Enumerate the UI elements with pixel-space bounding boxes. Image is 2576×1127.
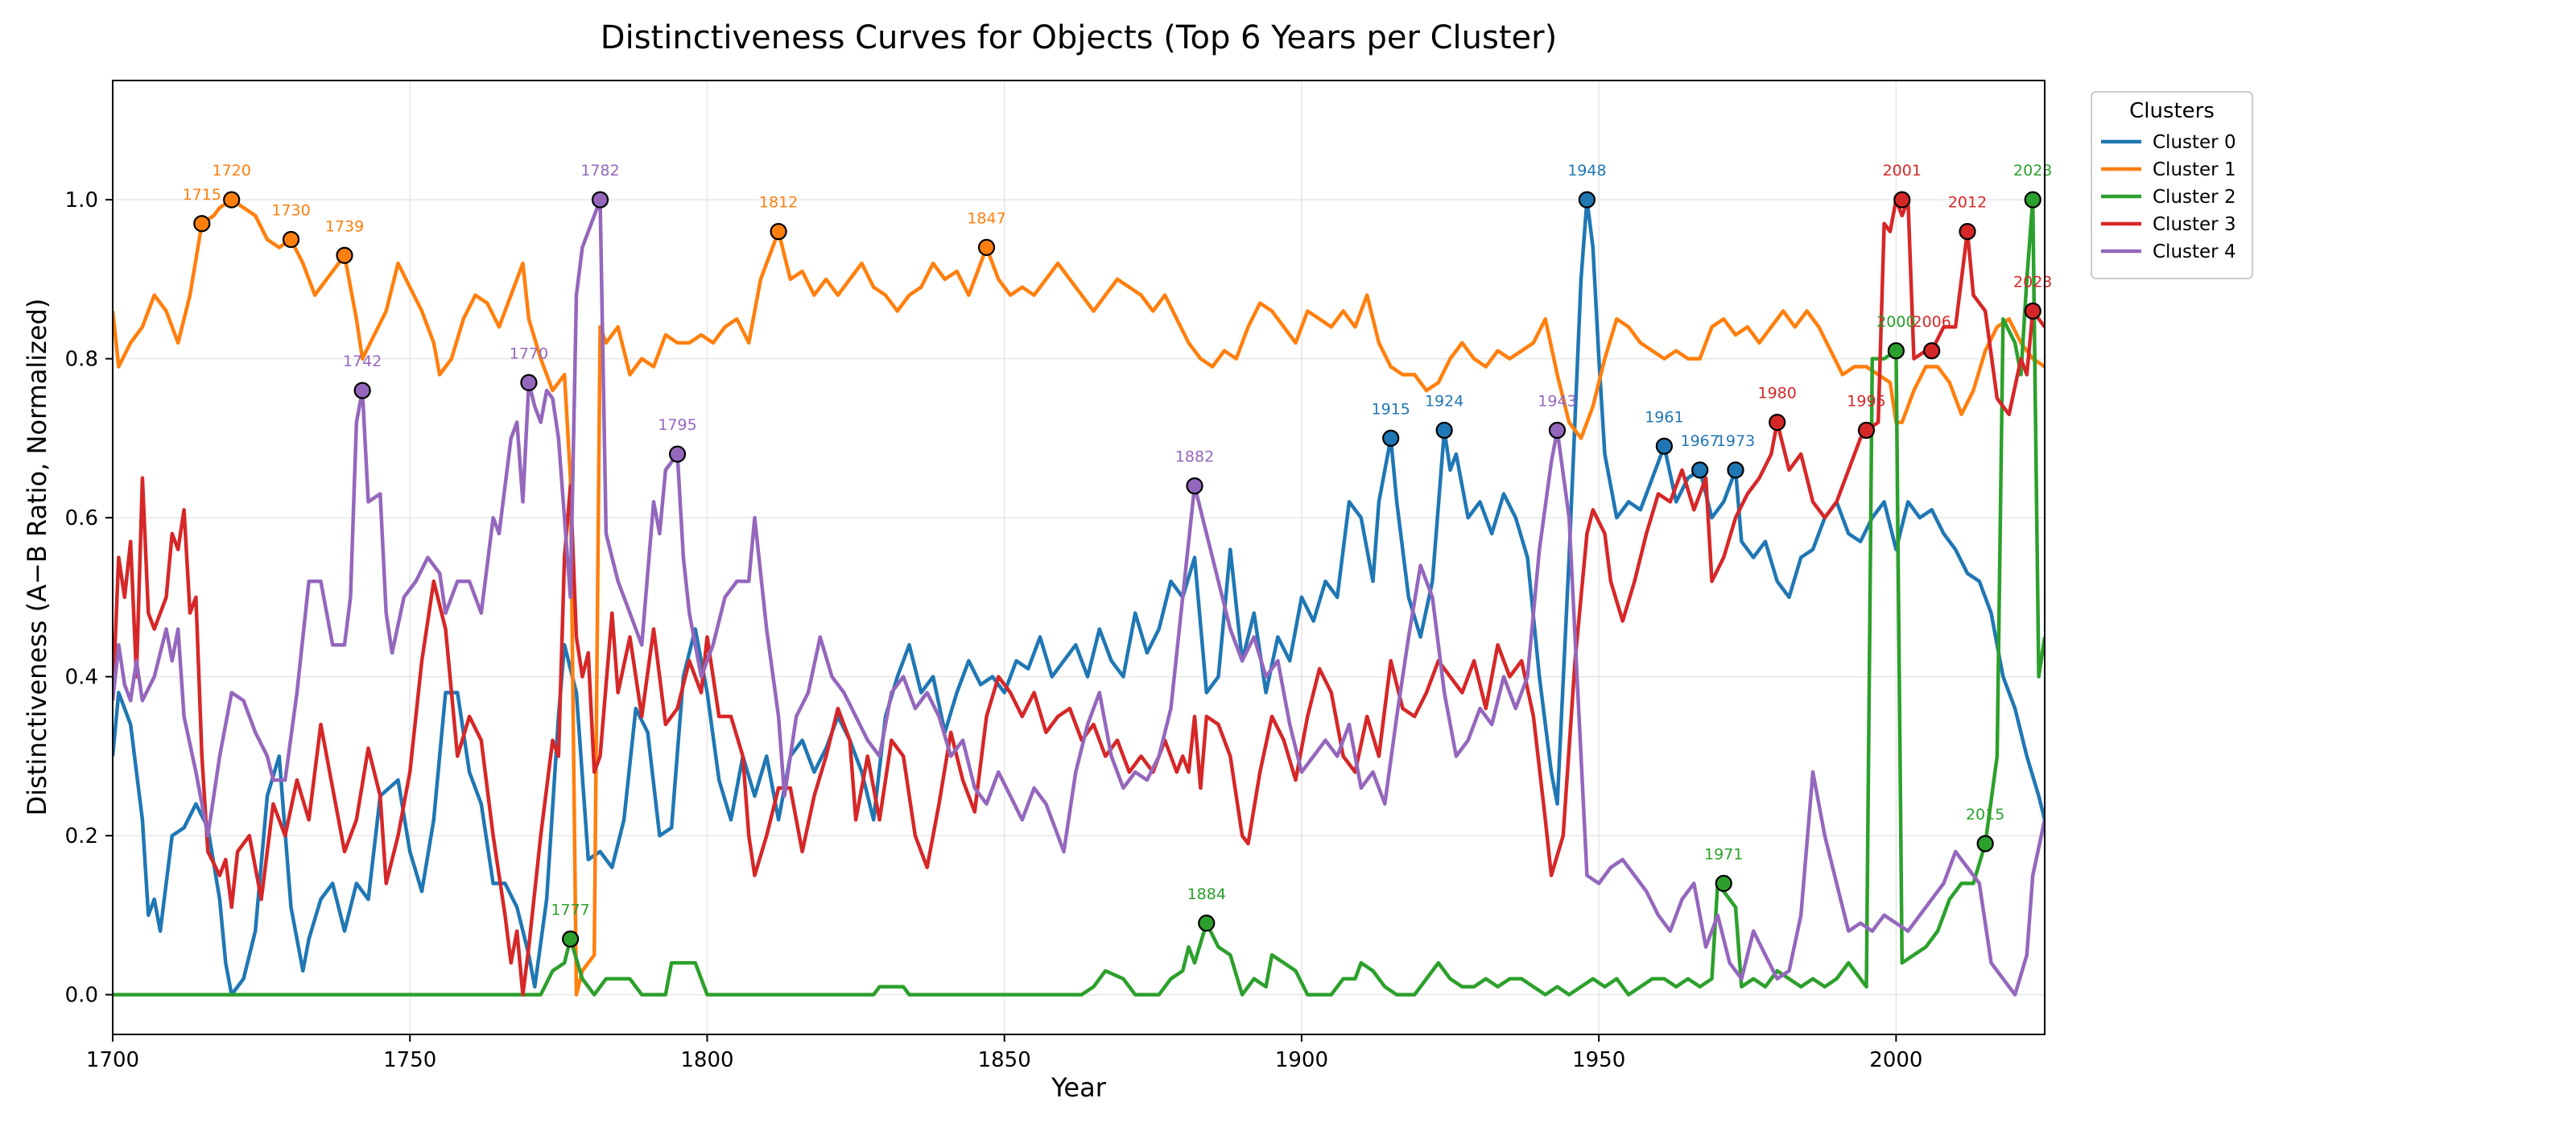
legend-label-cluster-0: Cluster 0 xyxy=(2153,132,2236,153)
grid xyxy=(112,80,2045,1034)
peak-marker-cluster-3 xyxy=(1857,421,1876,440)
x-tick-label: 1750 xyxy=(383,1048,436,1072)
x-axis: 1700 1750 1800 1850 1900 1950 2000 xyxy=(86,1034,1922,1072)
legend-label-cluster-1: Cluster 1 xyxy=(2153,159,2236,180)
chart-title: Distinctiveness Curves for Objects (Top … xyxy=(601,19,1557,56)
peak-label-cluster-3: 2012 xyxy=(1948,194,1987,212)
peak-label-cluster-3: 2023 xyxy=(2013,273,2052,291)
peak-label-cluster-1: 1730 xyxy=(271,202,310,220)
peak-label-cluster-1: 1812 xyxy=(759,194,798,212)
peak-marker-cluster-0 xyxy=(1727,461,1744,479)
legend-label-cluster-2: Cluster 2 xyxy=(2153,187,2236,208)
legend-box xyxy=(2091,91,2253,279)
peak-marker-cluster-1 xyxy=(223,191,241,208)
peak-label-cluster-3: 1995 xyxy=(1847,393,1885,411)
peak-marker-cluster-4 xyxy=(591,191,609,208)
peak-label-cluster-2: 2000 xyxy=(1876,313,1915,331)
x-tick-label: 1850 xyxy=(978,1048,1031,1072)
peak-label-cluster-4: 1782 xyxy=(580,162,619,180)
plot-frame xyxy=(112,80,2046,1035)
peak-label-cluster-1: 1720 xyxy=(213,162,251,180)
peak-marker-cluster-1 xyxy=(977,238,996,256)
peak-marker-cluster-2 xyxy=(1887,342,1905,360)
peak-label-cluster-4: 1795 xyxy=(658,416,696,434)
peak-label-cluster-4: 1943 xyxy=(1538,393,1576,411)
peak-label-cluster-4: 1770 xyxy=(510,345,548,362)
peak-marker-cluster-2 xyxy=(1198,914,1216,932)
peak-marker-cluster-0 xyxy=(1382,429,1400,447)
peak-marker-cluster-3 xyxy=(2024,302,2041,320)
legend-label-cluster-4: Cluster 4 xyxy=(2153,242,2236,262)
peak-marker-cluster-1 xyxy=(282,230,300,249)
peak-label-cluster-3: 1980 xyxy=(1758,385,1797,402)
peak-label-cluster-0: 1961 xyxy=(1645,408,1683,426)
y-axis: 0.0 0.2 0.4 0.6 0.8 1.0 xyxy=(65,188,113,1008)
y-tick-label: 0.8 xyxy=(65,348,98,372)
series-line-cluster-4 xyxy=(113,197,2045,997)
x-tick-label: 2000 xyxy=(1869,1048,1922,1072)
peak-label-cluster-3: 2001 xyxy=(1883,162,1922,180)
peak-marker-cluster-3 xyxy=(1769,414,1786,431)
peak-marker-cluster-4 xyxy=(1548,421,1567,440)
x-tick-label: 1800 xyxy=(680,1048,733,1072)
y-tick-label: 0.4 xyxy=(65,666,98,690)
peak-marker-cluster-2 xyxy=(1715,874,1732,892)
peak-marker-cluster-4 xyxy=(520,374,538,391)
peak-label-cluster-4: 1882 xyxy=(1175,448,1214,466)
peak-marker-cluster-4 xyxy=(1186,477,1203,495)
peak-marker-cluster-3 xyxy=(1893,191,1911,208)
y-tick-label: 0.0 xyxy=(65,984,98,1008)
peak-label-cluster-2: 1777 xyxy=(551,902,589,919)
peak-marker-cluster-2 xyxy=(562,930,580,948)
peak-label-cluster-0: 1967 xyxy=(1681,432,1719,450)
peak-label-cluster-0: 1915 xyxy=(1372,400,1410,418)
x-tick-label: 1900 xyxy=(1275,1048,1328,1072)
peak-marker-cluster-0 xyxy=(1435,421,1453,440)
peak-label-cluster-1: 1715 xyxy=(183,186,221,204)
legend-items: Cluster 0 Cluster 1 Cluster 2 Cluster 3 Clus… xyxy=(2101,132,2236,262)
peak-label-cluster-2: 2023 xyxy=(2013,162,2052,180)
peak-marker-cluster-2 xyxy=(2024,191,2041,208)
peak-label-cluster-1: 1739 xyxy=(325,217,364,235)
y-tick-label: 1.0 xyxy=(65,188,98,213)
peak-label-cluster-2: 1971 xyxy=(1704,845,1743,863)
y-axis-title: Distinctiveness (A−B Ratio, Normalized) xyxy=(22,299,52,816)
series-line-cluster-0 xyxy=(113,197,2045,997)
peak-label-cluster-0: 1948 xyxy=(1567,162,1606,180)
peak-label-cluster-1: 1847 xyxy=(967,209,1005,227)
series-line-cluster-3 xyxy=(113,197,2045,997)
y-tick-label: 0.2 xyxy=(65,824,98,848)
peak-marker-cluster-1 xyxy=(193,215,211,233)
peak-label-cluster-3: 2006 xyxy=(1913,313,1951,331)
x-axis-title: Year xyxy=(1051,1072,1107,1103)
peak-label-cluster-2: 1884 xyxy=(1187,886,1226,903)
peak-label-cluster-2: 2015 xyxy=(1966,806,2004,824)
peak-label-cluster-0: 1973 xyxy=(1716,432,1755,450)
peak-marker-cluster-2 xyxy=(1976,835,1994,852)
y-tick-label: 0.6 xyxy=(65,506,98,530)
peak-marker-cluster-3 xyxy=(1959,223,1976,241)
peak-marker-cluster-1 xyxy=(336,246,353,264)
x-tick-label: 1950 xyxy=(1572,1048,1625,1072)
peak-marker-cluster-4 xyxy=(353,382,371,399)
x-tick-label: 1700 xyxy=(86,1048,139,1072)
peak-marker-cluster-0 xyxy=(1655,437,1673,455)
peak-label-cluster-0: 1924 xyxy=(1425,393,1463,411)
peak-marker-cluster-3 xyxy=(1923,342,1941,360)
peak-marker-cluster-4 xyxy=(668,445,687,463)
plot-area xyxy=(113,197,2045,997)
legend-label-cluster-3: Cluster 3 xyxy=(2153,214,2236,235)
peak-marker-cluster-0 xyxy=(1691,461,1709,479)
peak-label-cluster-4: 1742 xyxy=(343,353,382,370)
legend-title: Clusters xyxy=(2129,99,2215,123)
series-line-cluster-1 xyxy=(113,197,2045,997)
peak-marker-cluster-1 xyxy=(770,223,787,241)
peak-marker-cluster-0 xyxy=(1578,191,1596,208)
